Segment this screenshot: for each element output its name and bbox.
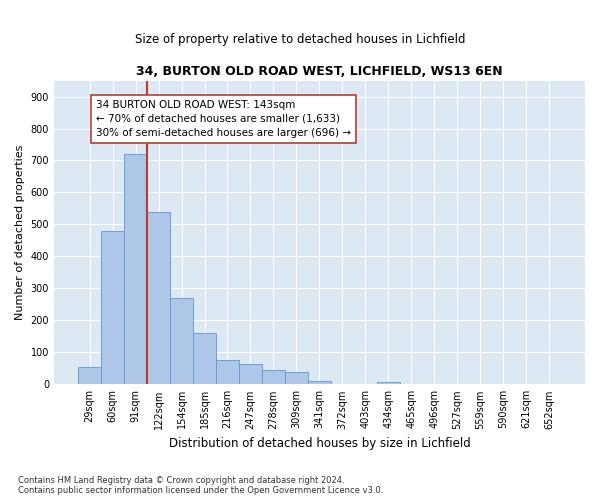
Bar xyxy=(170,298,193,384)
Bar xyxy=(193,333,216,384)
Y-axis label: Number of detached properties: Number of detached properties xyxy=(15,144,25,320)
Text: 34 BURTON OLD ROAD WEST: 143sqm
← 70% of detached houses are smaller (1,633)
30%: 34 BURTON OLD ROAD WEST: 143sqm ← 70% of… xyxy=(96,100,351,138)
Title: 34, BURTON OLD ROAD WEST, LICHFIELD, WS13 6EN: 34, BURTON OLD ROAD WEST, LICHFIELD, WS1… xyxy=(136,65,503,78)
Bar xyxy=(78,366,101,384)
Bar xyxy=(308,381,331,384)
X-axis label: Distribution of detached houses by size in Lichfield: Distribution of detached houses by size … xyxy=(169,437,470,450)
Bar xyxy=(377,382,400,384)
Bar xyxy=(101,231,124,384)
Bar xyxy=(124,154,147,384)
Bar xyxy=(147,212,170,384)
Bar xyxy=(239,364,262,384)
Bar xyxy=(262,370,285,384)
Bar xyxy=(216,360,239,384)
Text: Contains HM Land Registry data © Crown copyright and database right 2024.
Contai: Contains HM Land Registry data © Crown c… xyxy=(18,476,383,495)
Bar xyxy=(285,372,308,384)
Text: Size of property relative to detached houses in Lichfield: Size of property relative to detached ho… xyxy=(135,32,465,46)
